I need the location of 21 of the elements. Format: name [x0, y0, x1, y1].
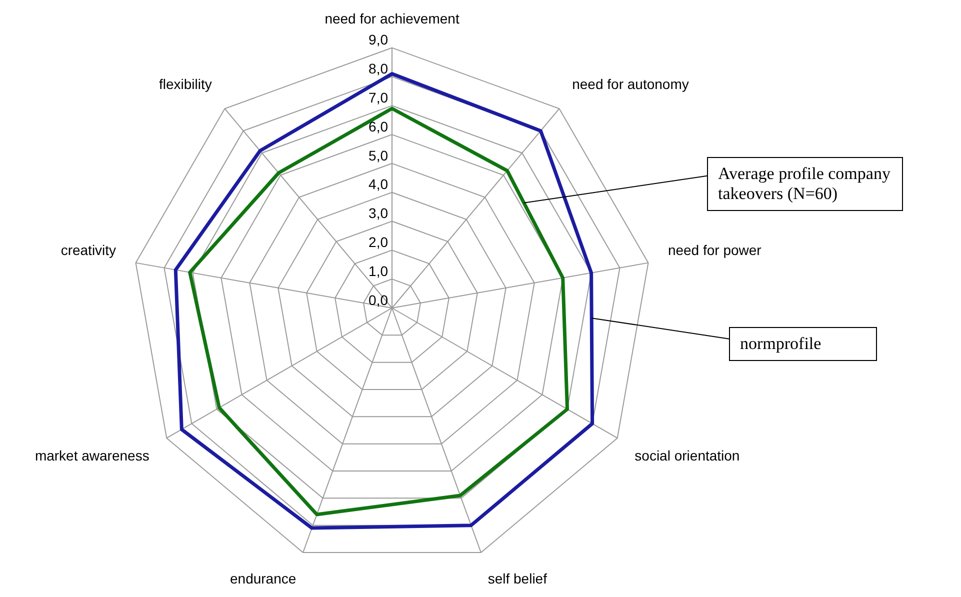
spoke-label: social orientation	[634, 447, 740, 464]
y-tick-label: 8,0	[368, 60, 388, 77]
y-tick-label: 9,0	[368, 32, 388, 48]
spoke-label: self belief	[488, 570, 548, 587]
spoke-label: need for achievement	[324, 10, 460, 26]
text: Average profile company takeovers (N=60)	[707, 157, 903, 211]
y-tick-label: 1,0	[368, 262, 388, 279]
spoke-label: creativity	[60, 242, 116, 258]
y-tick-label: 6,0	[368, 118, 388, 134]
spoke-label: endurance	[230, 570, 296, 587]
text: normprofile	[729, 327, 877, 361]
y-tick-label: 3,0	[368, 205, 388, 222]
spoke-label: flexibility	[158, 76, 212, 92]
y-tick-label: 0,0	[368, 292, 388, 308]
spoke-label: need for autonomy	[572, 76, 689, 92]
y-tick-label: 4,0	[368, 176, 388, 192]
y-tick-label: 7,0	[368, 89, 388, 106]
y-tick-label: 2,0	[368, 234, 388, 250]
spoke-label: need for power	[668, 242, 762, 258]
y-tick-label: 5,0	[368, 147, 388, 164]
spoke-label: market awareness	[34, 447, 150, 464]
